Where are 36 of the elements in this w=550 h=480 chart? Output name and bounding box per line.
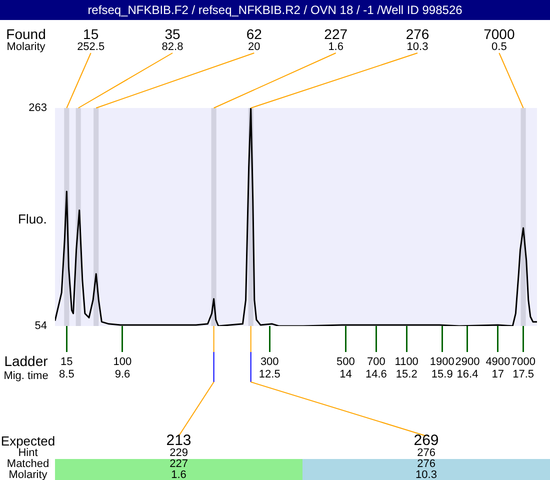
text: 15 <box>60 356 73 368</box>
x-tick-label: 14.6 <box>365 368 387 381</box>
annotation: 269 276 276 10.3 <box>414 432 439 480</box>
text: 7000 <box>511 356 536 368</box>
x-tick-label: 15.9 <box>431 368 453 381</box>
x-tick-label: 15.2 <box>396 368 418 381</box>
text: 2900 <box>455 356 480 368</box>
text: Expected Hint Matched Molarity <box>0 434 56 480</box>
x-tick-label: 9.6 <box>114 368 130 381</box>
band-label: 7000 0.5 <box>484 26 515 54</box>
text: Ladder <box>4 352 48 369</box>
text: 1900 <box>430 356 454 368</box>
band-label: 227 1.6 <box>324 26 348 54</box>
x-tick-label: 17 <box>492 368 504 381</box>
band-label: 35 82.8 <box>162 26 184 54</box>
x-axis-title: Mig. time <box>4 370 48 382</box>
text: 500 <box>336 356 355 368</box>
y-tick-label: 54 <box>34 320 47 332</box>
band-label: 15 252.5 <box>77 26 105 54</box>
band-label: 62 20 <box>246 26 262 54</box>
text: 4900 <box>486 356 510 368</box>
band-label: 276 10.3 <box>406 26 430 54</box>
text: 700 <box>366 356 386 368</box>
x-tick-label: 17.5 <box>512 368 534 381</box>
annotation: 213 229 227 1.6 <box>166 432 192 480</box>
x-tick-label: 12.5 <box>258 368 280 381</box>
text: Found Molarity <box>6 26 46 54</box>
x-tick-label: 8.5 <box>59 368 74 381</box>
text: 1100 <box>394 356 418 368</box>
y-tick-label: 263 <box>28 102 47 114</box>
x-tick-label: 16.4 <box>456 368 478 381</box>
text: 300 <box>260 356 279 368</box>
text: 100 <box>113 356 132 368</box>
y-axis-title: Fluo. <box>18 212 47 227</box>
chart-title: refseq_NFKBIB.F2 / refseq_NFKBIB.R2 / OVN 18 / -1 /Well ID 998526 <box>0 0 550 20</box>
x-tick-label: 14 <box>340 368 352 381</box>
